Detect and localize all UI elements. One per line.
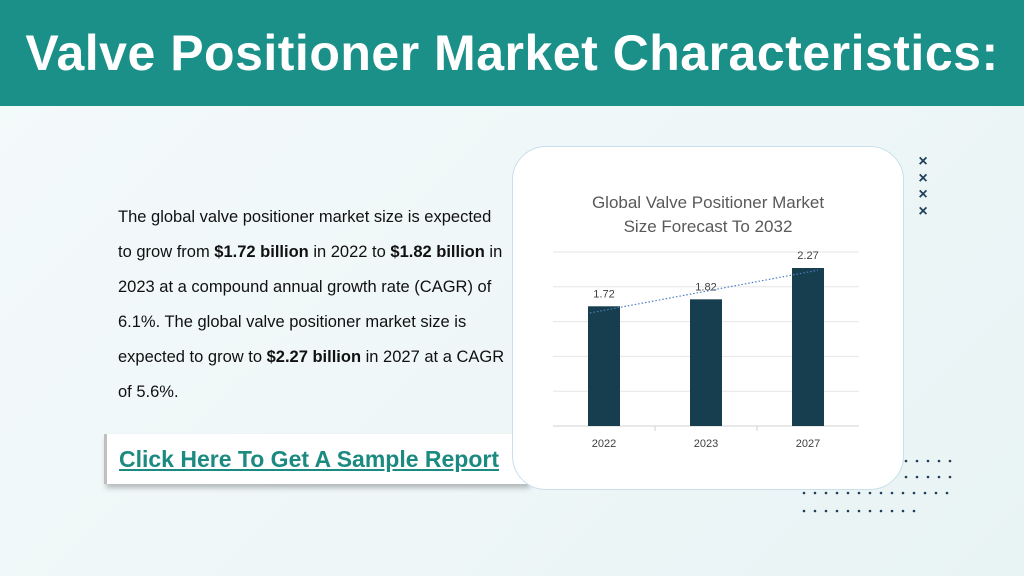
chart-title-line-2: Size Forecast To 2032 (623, 217, 793, 236)
market-description: The global valve positioner market size … (118, 200, 508, 410)
decor-dot (912, 491, 916, 495)
decor-dot (915, 475, 919, 479)
decor-dot (937, 475, 941, 479)
decor-dot (846, 491, 850, 495)
decor-dot (901, 509, 905, 513)
bar-2022 (588, 306, 620, 426)
decor-dot (912, 509, 916, 513)
page-title: Valve Positioner Market Characteristics: (25, 25, 999, 81)
x-mark-icon: × (918, 169, 928, 187)
x-tick-label-2027: 2027 (796, 438, 820, 450)
decorative-dot-grid (802, 459, 952, 513)
sample-report-link[interactable]: Click Here To Get A Sample Report (119, 445, 500, 472)
value-2027: $2.27 billion (266, 348, 362, 366)
description-text-1: The global valve positioner market size … (118, 208, 492, 261)
x-mark-icon: × (918, 153, 928, 170)
decor-dot (802, 491, 806, 495)
decor-dot (948, 475, 952, 479)
decor-dot (915, 459, 919, 463)
data-label-2027: 2.27 (797, 250, 818, 262)
bar-chart: 1.72 2022 1.82 2023 2.27 2027 (553, 250, 859, 450)
decor-dot (813, 491, 817, 495)
decor-dot (904, 459, 908, 463)
description-text-3: in 2023 at a compound annual growth rate… (118, 243, 503, 366)
decor-dot (948, 459, 952, 463)
decor-dot (923, 491, 927, 495)
decor-dot (857, 509, 861, 513)
decor-dot (824, 509, 828, 513)
header-banner: Valve Positioner Market Characteristics: (0, 0, 1024, 106)
data-label-2023: 1.82 (695, 281, 716, 293)
decor-dot (868, 509, 872, 513)
decor-dot (813, 509, 817, 513)
decor-dot (879, 491, 883, 495)
decor-dot (835, 509, 839, 513)
decorative-x-marks: × × × × (914, 153, 932, 220)
decor-dot (824, 491, 828, 495)
chart-card: Global Valve Positioner Market Size Fore… (512, 146, 904, 490)
decor-dot (890, 509, 894, 513)
decor-dot (901, 491, 905, 495)
value-2022: $1.72 billion (214, 243, 309, 261)
x-mark-icon: × (918, 202, 928, 220)
chart-title: Global Valve Positioner Market Size Fore… (513, 191, 903, 239)
sample-report-box: Click Here To Get A Sample Report (104, 434, 528, 484)
decor-dot (835, 491, 839, 495)
decor-dot (868, 491, 872, 495)
decor-dot (945, 491, 949, 495)
decor-dot (879, 509, 883, 513)
description-text-4: in 2027 at a CAGR of 5.6%. (118, 348, 505, 401)
decor-dot (846, 509, 850, 513)
decor-dot (926, 475, 930, 479)
decor-dot (802, 509, 806, 513)
x-tick-label-2022: 2022 (592, 438, 616, 450)
chart-title-line-1: Global Valve Positioner Market (591, 193, 825, 212)
x-mark-icon: × (918, 186, 928, 203)
data-label-2022: 1.72 (593, 288, 614, 300)
decor-dot (926, 459, 930, 463)
x-tick-label-2023: 2023 (694, 438, 718, 450)
description-text-2: in 2022 to (308, 243, 391, 261)
bar-2023 (690, 299, 722, 426)
decor-dot (890, 491, 894, 495)
bar-2027 (792, 268, 824, 426)
decor-dot (904, 475, 908, 479)
decor-dot (937, 459, 941, 463)
trendline (589, 269, 819, 314)
value-2023: $1.82 billion (390, 243, 485, 261)
decor-dot (857, 491, 861, 495)
decor-dot (934, 491, 938, 495)
